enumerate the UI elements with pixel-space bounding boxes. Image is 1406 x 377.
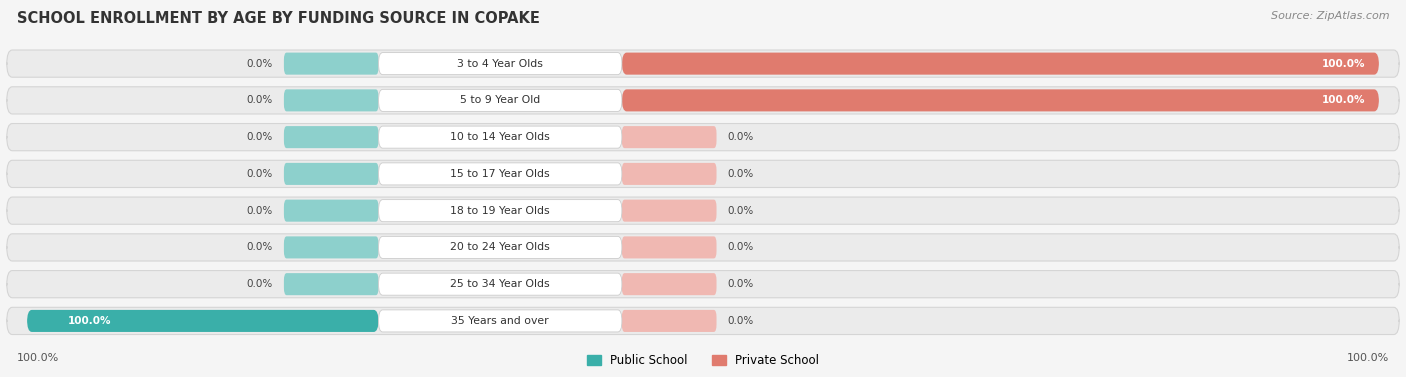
Text: 0.0%: 0.0% — [247, 95, 273, 106]
FancyBboxPatch shape — [378, 236, 621, 259]
FancyBboxPatch shape — [7, 271, 1399, 298]
Text: 0.0%: 0.0% — [727, 242, 754, 253]
Text: 100.0%: 100.0% — [1322, 95, 1365, 106]
FancyBboxPatch shape — [7, 50, 1399, 77]
FancyBboxPatch shape — [378, 273, 621, 295]
Text: 0.0%: 0.0% — [727, 279, 754, 289]
Text: 18 to 19 Year Olds: 18 to 19 Year Olds — [450, 205, 550, 216]
FancyBboxPatch shape — [7, 307, 1399, 334]
FancyBboxPatch shape — [7, 160, 1399, 187]
FancyBboxPatch shape — [7, 87, 1399, 114]
FancyBboxPatch shape — [284, 163, 378, 185]
FancyBboxPatch shape — [378, 163, 621, 185]
FancyBboxPatch shape — [621, 53, 1379, 75]
FancyBboxPatch shape — [7, 234, 1399, 261]
FancyBboxPatch shape — [7, 197, 1399, 224]
Text: SCHOOL ENROLLMENT BY AGE BY FUNDING SOURCE IN COPAKE: SCHOOL ENROLLMENT BY AGE BY FUNDING SOUR… — [17, 11, 540, 26]
Text: 100.0%: 100.0% — [17, 353, 59, 363]
FancyBboxPatch shape — [621, 236, 717, 259]
Text: 20 to 24 Year Olds: 20 to 24 Year Olds — [450, 242, 550, 253]
FancyBboxPatch shape — [378, 126, 621, 148]
FancyBboxPatch shape — [284, 273, 378, 295]
Text: 5 to 9 Year Old: 5 to 9 Year Old — [460, 95, 540, 106]
Text: 100.0%: 100.0% — [1322, 58, 1365, 69]
FancyBboxPatch shape — [284, 236, 378, 259]
FancyBboxPatch shape — [378, 310, 621, 332]
FancyBboxPatch shape — [621, 163, 717, 185]
FancyBboxPatch shape — [284, 199, 378, 222]
FancyBboxPatch shape — [284, 126, 378, 148]
Text: 0.0%: 0.0% — [247, 58, 273, 69]
Text: 0.0%: 0.0% — [247, 205, 273, 216]
Text: 15 to 17 Year Olds: 15 to 17 Year Olds — [450, 169, 550, 179]
Text: 25 to 34 Year Olds: 25 to 34 Year Olds — [450, 279, 550, 289]
Legend: Public School, Private School: Public School, Private School — [586, 354, 820, 367]
FancyBboxPatch shape — [284, 89, 378, 112]
Text: 100.0%: 100.0% — [1347, 353, 1389, 363]
FancyBboxPatch shape — [284, 53, 378, 75]
Text: 100.0%: 100.0% — [67, 316, 111, 326]
FancyBboxPatch shape — [621, 89, 1379, 112]
FancyBboxPatch shape — [378, 89, 621, 112]
Text: 0.0%: 0.0% — [727, 169, 754, 179]
Text: 0.0%: 0.0% — [247, 279, 273, 289]
Text: 0.0%: 0.0% — [247, 169, 273, 179]
FancyBboxPatch shape — [621, 199, 717, 222]
Text: 3 to 4 Year Olds: 3 to 4 Year Olds — [457, 58, 543, 69]
FancyBboxPatch shape — [621, 126, 717, 148]
Text: 0.0%: 0.0% — [727, 316, 754, 326]
Text: 10 to 14 Year Olds: 10 to 14 Year Olds — [450, 132, 550, 142]
FancyBboxPatch shape — [621, 310, 717, 332]
FancyBboxPatch shape — [27, 310, 378, 332]
FancyBboxPatch shape — [7, 124, 1399, 151]
Text: 35 Years and over: 35 Years and over — [451, 316, 548, 326]
Text: 0.0%: 0.0% — [247, 242, 273, 253]
Text: Source: ZipAtlas.com: Source: ZipAtlas.com — [1271, 11, 1389, 21]
Text: 0.0%: 0.0% — [727, 132, 754, 142]
FancyBboxPatch shape — [378, 199, 621, 222]
Text: 0.0%: 0.0% — [247, 132, 273, 142]
FancyBboxPatch shape — [621, 273, 717, 295]
FancyBboxPatch shape — [378, 53, 621, 75]
Text: 0.0%: 0.0% — [727, 205, 754, 216]
